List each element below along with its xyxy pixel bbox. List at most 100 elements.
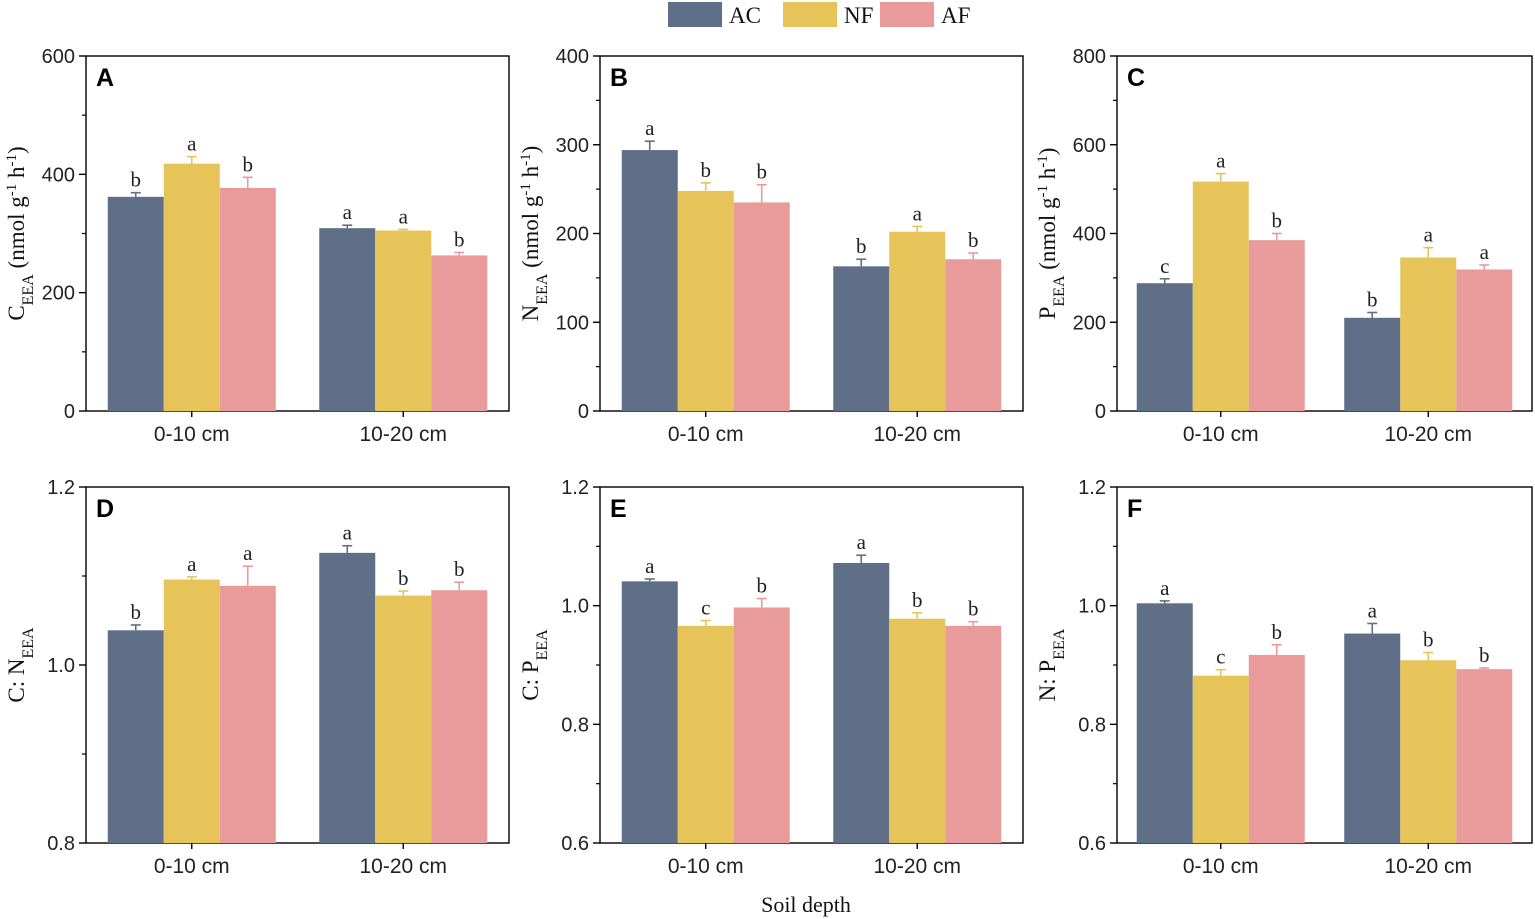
bar-af-deep [945, 259, 1002, 411]
significance-letter: a [343, 521, 353, 545]
x-tick-label: 10-20 cm [1384, 855, 1472, 878]
significance-letter: a [1216, 149, 1226, 173]
y-axis-title-subscript: EEA [534, 273, 551, 305]
significance-letter: b [454, 227, 465, 251]
significance-letter: a [243, 541, 253, 565]
bar-af-deep [431, 255, 488, 411]
significance-letter: a [187, 552, 197, 576]
panel-label: F [1127, 495, 1142, 523]
y-axis-title-subscript: EEA [1051, 628, 1068, 660]
panel-d: 0.8 1.0 1.2 0-10 cm b a a 10-20 cm a b b D C: NEEA [4, 477, 510, 878]
panel-b: 0 100 200 300 400 0-10 cm a b b 10-20 cm b a b B NEEA … [518, 46, 1024, 446]
significance-letter: a [857, 530, 867, 554]
significance-letter: b [912, 588, 923, 612]
y-axis-title-superscript: -1 [1035, 155, 1051, 168]
significance-letter: b [1479, 643, 1490, 667]
bar-af-shallow [1248, 654, 1305, 843]
y-tick-label: 0.6 [561, 833, 589, 855]
y-axis-title-unit: ) [518, 146, 543, 154]
bar-af-shallow [733, 607, 790, 843]
x-axis-title: Soil depth [761, 892, 851, 917]
bar-nf-deep [889, 618, 946, 843]
y-axis-title-superscript: -1 [4, 154, 20, 167]
y-axis-title-main: N [518, 304, 543, 321]
significance-letter: b [757, 574, 768, 598]
x-tick-label: 10-20 cm [873, 423, 961, 446]
x-tick-label: 0-10 cm [1183, 423, 1259, 446]
y-tick-label: 400 [42, 164, 75, 186]
y-axis-title: PEEA (nmol g-1 h-1) [1035, 148, 1068, 320]
bar-ac-deep [833, 562, 890, 843]
y-axis-title-main: N: P [1035, 660, 1060, 702]
significance-letter: b [968, 597, 979, 621]
y-axis-title-superscript: -1 [4, 184, 20, 197]
bar-ac-shallow [621, 150, 678, 411]
significance-letter: a [399, 204, 409, 228]
bar-nf-deep [1400, 257, 1457, 411]
y-axis-title-main: C [4, 305, 29, 320]
significance-letter: b [1272, 620, 1283, 644]
bar-nf-deep [889, 231, 946, 411]
y-tick-label: 1.2 [561, 477, 589, 499]
bar-ac-deep [319, 228, 376, 411]
bar-nf-shallow [677, 625, 734, 843]
y-tick-label: 200 [556, 224, 589, 246]
y-tick-label: 0.8 [47, 833, 75, 855]
bar-af-shallow [733, 202, 790, 411]
y-axis-title-unit: h [4, 166, 29, 184]
significance-letter: a [913, 201, 923, 225]
y-axis-title: C: PEEA [518, 629, 551, 701]
x-tick-label: 0-10 cm [154, 423, 230, 446]
panel-f: 0.6 0.8 1.0 1.2 0-10 cm a c b 10-20 cm a b b F N: PEE… [1035, 477, 1533, 878]
significance-letter: b [398, 566, 409, 590]
significance-letter: b [131, 168, 142, 192]
panel-c: 0 200 400 600 800 0-10 cm c a b 10-20 cm b a a C PEEA … [1035, 46, 1533, 446]
y-axis-title-subscript: EEA [1051, 275, 1068, 307]
y-tick-label: 100 [556, 312, 589, 334]
legend-label-ac: AC [729, 3, 761, 28]
y-axis-title: C: NEEA [4, 627, 37, 703]
bar-ac-deep [1344, 317, 1401, 411]
significance-letter: b [454, 557, 465, 581]
significance-letter: a [187, 132, 197, 156]
y-tick-label: 0 [64, 401, 75, 423]
panel-label: E [610, 495, 627, 523]
y-tick-label: 200 [42, 283, 75, 305]
y-tick-label: 400 [556, 46, 589, 68]
bar-nf-shallow [163, 579, 220, 843]
legend-swatch-af [880, 2, 934, 27]
significance-letter: b [1367, 287, 1378, 311]
y-axis-title-superscript: -1 [1035, 185, 1051, 198]
significance-letter: b [1272, 209, 1283, 233]
bar-nf-deep [375, 595, 432, 843]
y-axis-title-subscript: EEA [20, 627, 37, 659]
y-axis-title: NEEA (nmol g-1 h-1) [518, 146, 551, 322]
bar-nf-shallow [1192, 181, 1249, 411]
y-tick-label: 1.0 [47, 655, 75, 677]
bar-nf-shallow [1192, 675, 1249, 843]
significance-letter: a [1424, 223, 1434, 247]
significance-letter: b [856, 234, 867, 258]
y-axis-title-unit: ) [4, 146, 29, 154]
y-tick-label: 1.2 [1078, 477, 1106, 499]
y-axis-title-unit: (nmol g [4, 196, 29, 274]
x-tick-label: 0-10 cm [1183, 855, 1259, 878]
panel-a: 0 200 400 600 0-10 cm b a b 10-20 cm a a b A CEEA (nm… [4, 46, 510, 446]
significance-letter: a [645, 554, 655, 578]
y-axis-title-main: C: N [4, 658, 29, 702]
panel-e: 0.6 0.8 1.0 1.2 0-10 cm a c b 10-20 cm a b b E C: PEE… [518, 477, 1024, 878]
y-tick-label: 1.0 [1078, 596, 1106, 618]
y-axis-title-main: P [1035, 307, 1060, 320]
significance-letter: a [1368, 598, 1378, 622]
bar-nf-shallow [677, 190, 734, 411]
x-tick-label: 10-20 cm [359, 423, 447, 446]
bar-nf-deep [1400, 660, 1457, 843]
bar-ac-shallow [1136, 603, 1193, 843]
y-tick-label: 0 [578, 401, 589, 423]
panel-label: C [1127, 64, 1145, 92]
legend-label-af: AF [941, 3, 970, 28]
significance-letter: b [131, 600, 142, 624]
significance-letter: c [1216, 645, 1225, 669]
bar-af-deep [1456, 269, 1513, 411]
